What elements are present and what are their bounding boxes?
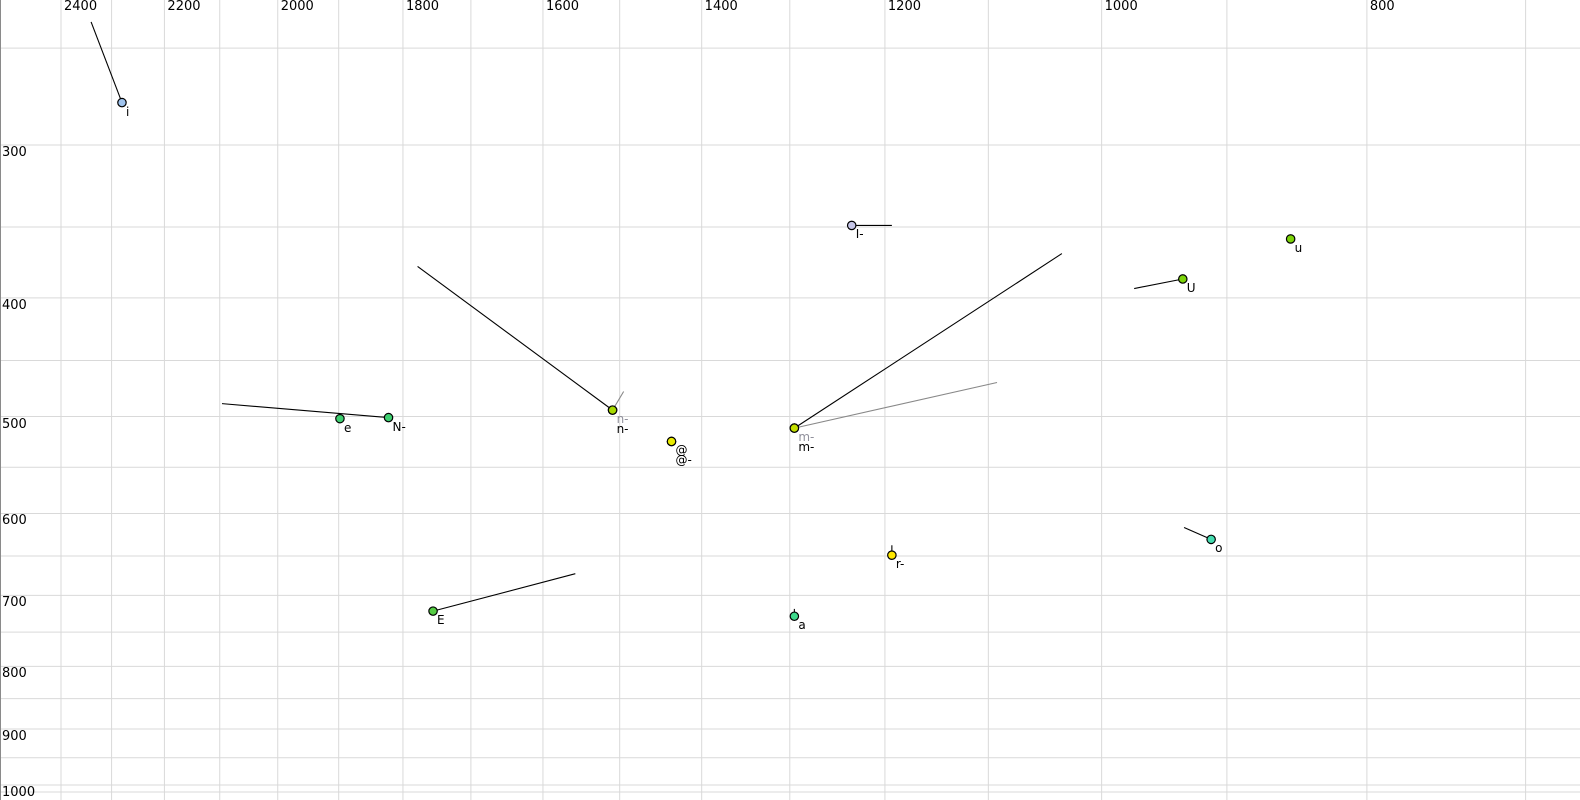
y-tick-label-700: 700 (2, 595, 27, 611)
x-tick-label-2200: 2200 (167, 0, 201, 14)
vowel-label-u: u (1294, 240, 1303, 255)
y-tick-label-800: 800 (2, 666, 27, 682)
vowel-label-U: U (1186, 280, 1196, 295)
vowel-label-o: o (1215, 541, 1223, 556)
trajectory-line-U (1134, 278, 1183, 290)
vowel-point-r[interactable] (887, 550, 897, 560)
vowel-point-I[interactable] (846, 220, 857, 231)
vowel-label-schwa: @ (675, 443, 688, 458)
x-tick-label-1600: 1600 (545, 0, 580, 14)
vowel-point-i[interactable] (117, 97, 127, 108)
vowel-label-r: r- (895, 557, 905, 572)
x-tick-label-1200: 1200 (887, 0, 921, 14)
vowel-point-o[interactable] (1206, 534, 1216, 545)
vowel-label-a: a (798, 618, 806, 633)
vowel-label-m-gray: m- (798, 430, 815, 445)
vowel-point-u[interactable] (1285, 234, 1296, 244)
trajectory-line-E (432, 573, 576, 612)
y-tick-label-500: 500 (2, 416, 27, 432)
y-tick-label-600: 600 (2, 513, 27, 529)
vowel-label-E: E (437, 613, 445, 628)
trajectory-line-n-black (417, 266, 613, 411)
trajectory-line-m-black (794, 253, 1063, 429)
vowel-label-e: e (343, 420, 352, 435)
y-tick-label-300: 300 (2, 145, 27, 160)
trajectory-line-o (1183, 526, 1212, 540)
y-tick-label-1000: 1000 (2, 785, 36, 800)
x-tick-label-1800: 1800 (405, 0, 440, 14)
vowel-point-a[interactable] (789, 611, 800, 622)
x-tick-label-800: 800 (1369, 0, 1395, 14)
x-tick-label-2400: 2400 (64, 0, 98, 14)
vowel-point-E[interactable] (428, 606, 438, 616)
vowel-label-i: i (125, 104, 130, 119)
vowel-label-n-gray: n- (616, 412, 629, 427)
trajectory-line-N (221, 403, 389, 419)
y-tick-label-900: 900 (2, 728, 27, 744)
x-tick-label-1000: 1000 (1104, 0, 1138, 14)
vowel-label-n-black: n- (616, 422, 629, 437)
y-tick-label-400: 400 (2, 297, 27, 313)
vowel-point-N[interactable] (383, 412, 394, 423)
vowel-label-N: N- (392, 419, 406, 434)
vowel-point-schwa-r[interactable] (666, 436, 677, 447)
trajectory-line-m-gray (794, 381, 998, 429)
vowel-label-m-black: m- (798, 440, 815, 455)
x-tick-label-1400: 1400 (704, 0, 738, 14)
vowel-label-I: I- (855, 227, 864, 242)
vowel-point-n-black[interactable] (607, 405, 618, 415)
vowel-point-e[interactable] (335, 413, 345, 424)
trajectory-line-i (90, 21, 123, 103)
vowel-point-U[interactable] (1177, 274, 1188, 284)
x-tick-label-2000: 2000 (280, 0, 314, 14)
vowel-point-m-black[interactable] (789, 423, 800, 433)
vowel-label-schwa-r: @- (675, 453, 692, 468)
